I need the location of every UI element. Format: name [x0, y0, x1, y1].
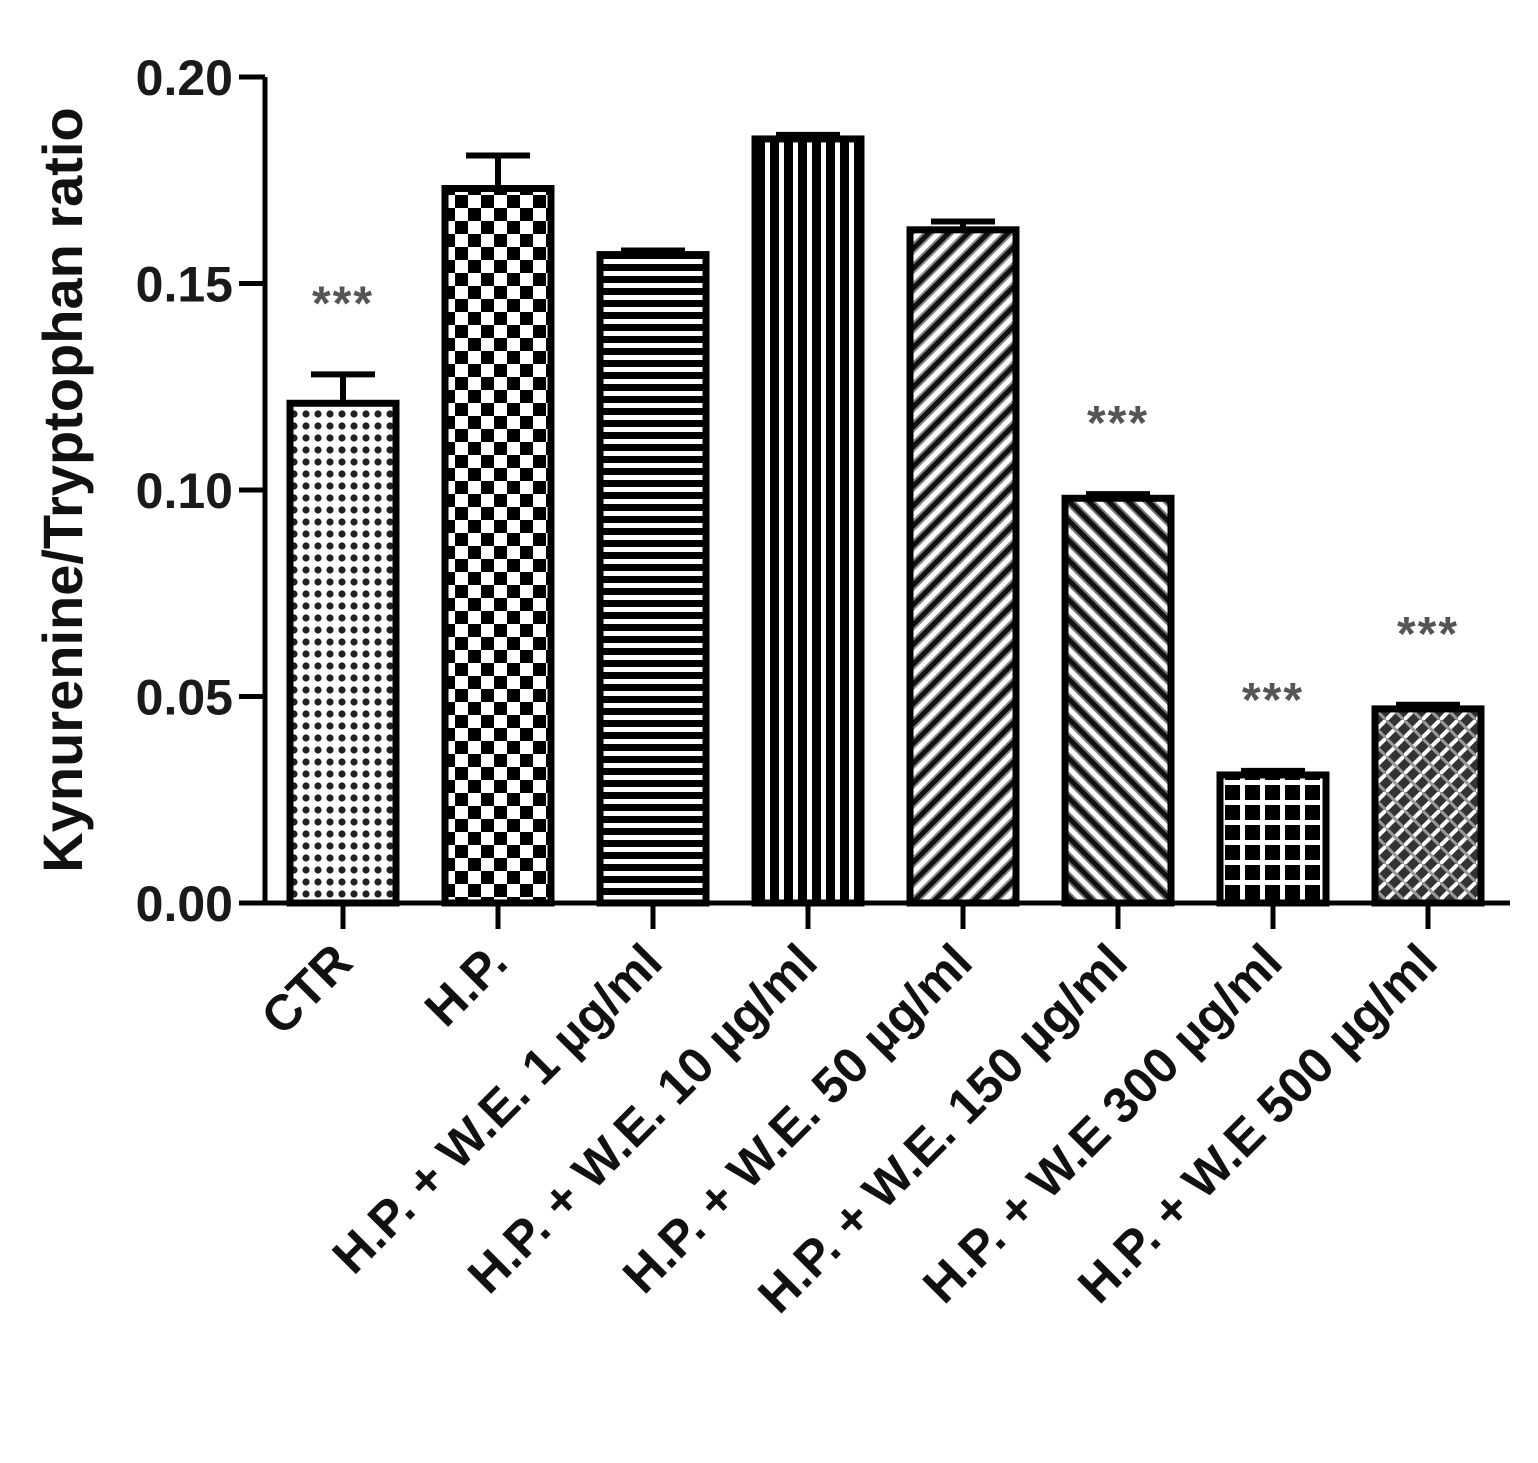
bar-1	[441, 185, 555, 907]
significance-marker: ***	[312, 277, 374, 330]
significance-marker: ***	[1242, 674, 1304, 727]
x-axis-labels: CTR H.P.H.P. + W.E. 1 µg/mlH.P. + W.E. 10…	[251, 933, 1448, 1323]
x-category-label: H.P.	[414, 933, 518, 1037]
y-tick-label: 0.10	[136, 463, 233, 519]
y-tick-label: 0.05	[136, 670, 233, 726]
bars-group	[286, 135, 1485, 907]
x-axis-ticks	[340, 903, 1431, 929]
bar-2	[596, 251, 710, 907]
bar-3	[751, 135, 865, 907]
x-category-label: CTR	[251, 933, 363, 1045]
y-axis-title: Kynurenine/Tryptophan ratio	[31, 107, 94, 872]
y-axis-ticks: 0.00 0.05 0.10 0.15 0.20	[136, 50, 265, 932]
bar-6	[1216, 771, 1330, 907]
bar-7	[1371, 705, 1485, 907]
y-tick-label: 0.20	[136, 50, 233, 106]
bar-4	[906, 226, 1020, 907]
significance-group: *** *** *** ***	[312, 277, 1459, 727]
y-tick-label: 0.15	[136, 257, 233, 313]
y-tick-label: 0.00	[136, 876, 233, 932]
significance-marker: ***	[1087, 397, 1149, 450]
bar-5	[1061, 494, 1175, 907]
error-bars-group	[311, 131, 1460, 775]
bar-0	[286, 399, 400, 907]
significance-marker: ***	[1397, 608, 1459, 661]
